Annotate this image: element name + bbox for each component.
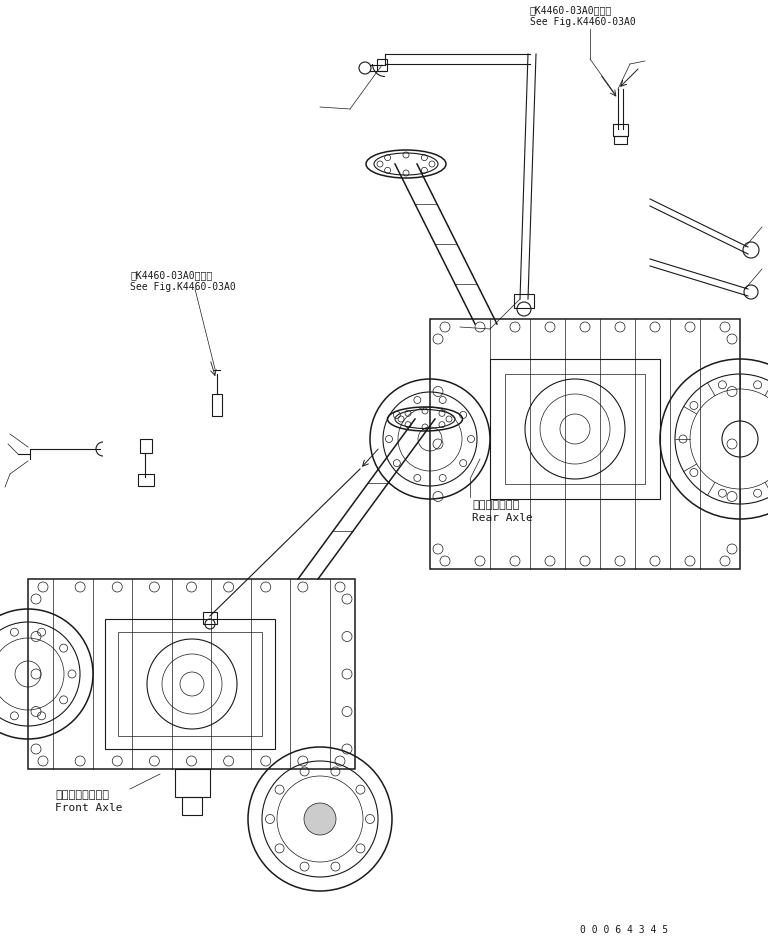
Text: 第K4460-03A0図参照: 第K4460-03A0図参照 <box>130 270 212 279</box>
Text: Rear Axle: Rear Axle <box>472 513 533 522</box>
Bar <box>490 360 660 499</box>
Bar <box>182 797 202 815</box>
Text: 0 0 0 6 4 3 4 5: 0 0 0 6 4 3 4 5 <box>580 924 668 934</box>
Text: 第K4460-03A0図参照: 第K4460-03A0図参照 <box>530 5 612 15</box>
Bar <box>505 375 645 484</box>
Bar <box>105 619 275 750</box>
Bar <box>118 632 262 736</box>
Text: Front Axle: Front Axle <box>55 802 123 812</box>
Bar <box>613 125 628 137</box>
Text: リヤーアクスル: リヤーアクスル <box>472 499 519 510</box>
Text: See Fig.K4460-03A0: See Fig.K4460-03A0 <box>130 281 236 292</box>
Bar <box>614 137 627 144</box>
Bar <box>514 295 534 309</box>
Text: See Fig.K4460-03A0: See Fig.K4460-03A0 <box>530 17 636 27</box>
Bar <box>212 395 222 416</box>
Bar <box>28 580 355 769</box>
Bar <box>140 440 152 453</box>
Bar <box>203 613 217 624</box>
Circle shape <box>304 803 336 835</box>
Bar <box>430 320 740 569</box>
Bar <box>175 769 210 797</box>
Bar <box>377 59 387 72</box>
Text: フロントアクスル: フロントアクスル <box>55 789 109 800</box>
Bar <box>138 475 154 486</box>
